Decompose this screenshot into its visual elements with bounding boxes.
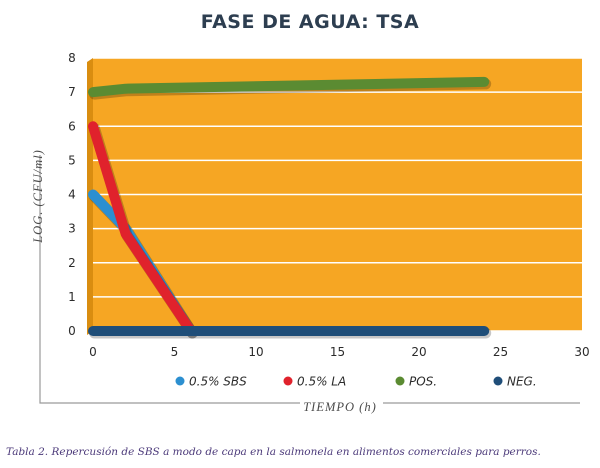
x-axis-title: TIEMPO (h) bbox=[303, 400, 377, 414]
x-tick-label: 0 bbox=[89, 345, 97, 359]
legend-item: 0.5% SBS bbox=[175, 375, 247, 389]
legend-marker bbox=[175, 376, 185, 386]
x-tick-label: 5 bbox=[171, 345, 179, 359]
legend-label: 0.5% SBS bbox=[189, 375, 247, 389]
y-tick-label: 6 bbox=[68, 119, 76, 133]
y-axis-title: LOG. (CFU/ml) bbox=[31, 149, 45, 244]
x-tick-label: 10 bbox=[248, 345, 263, 359]
series-line-2 bbox=[88, 121, 196, 336]
legend-item: 0.5% LA bbox=[283, 375, 346, 389]
legend: 0.5% SBS 0.5% LA POS. NEG. bbox=[175, 375, 537, 389]
y-tick-labels: 0 1 2 3 4 5 6 7 8 bbox=[68, 51, 76, 338]
y-tick-label: 7 bbox=[68, 85, 76, 99]
legend-item: NEG. bbox=[493, 375, 537, 389]
x-tick-label: 20 bbox=[411, 345, 426, 359]
frame-line bbox=[39, 155, 300, 404]
y-tick-label: 0 bbox=[68, 324, 76, 338]
figure-caption: Tabla 2. Repercusión de SBS a modo de ca… bbox=[6, 446, 541, 458]
series-lines bbox=[88, 76, 492, 339]
y-tick-label: 5 bbox=[68, 153, 76, 167]
legend-label: 0.5% LA bbox=[297, 375, 346, 389]
chart-title: FASE DE AGUA: TSA bbox=[201, 11, 419, 33]
series-line-3 bbox=[88, 76, 490, 98]
chart-frame bbox=[39, 155, 580, 404]
y-tick-label: 3 bbox=[68, 222, 76, 236]
legend-label: NEG. bbox=[507, 375, 537, 389]
legend-marker bbox=[395, 376, 405, 386]
legend-marker bbox=[493, 376, 503, 386]
y-tick-label: 4 bbox=[68, 188, 76, 202]
legend-label: POS. bbox=[409, 375, 437, 389]
legend-item: POS. bbox=[395, 375, 437, 389]
x-tick-label: 30 bbox=[574, 345, 589, 359]
y-tick-label: 2 bbox=[68, 256, 76, 270]
y-tick-label: 8 bbox=[68, 51, 76, 65]
x-tick-label: 15 bbox=[330, 345, 345, 359]
y-tick-label: 1 bbox=[68, 290, 76, 304]
legend-marker bbox=[283, 376, 293, 386]
x-tick-labels: 0 5 10 15 20 25 30 bbox=[89, 345, 589, 359]
x-tick-label: 25 bbox=[493, 345, 508, 359]
